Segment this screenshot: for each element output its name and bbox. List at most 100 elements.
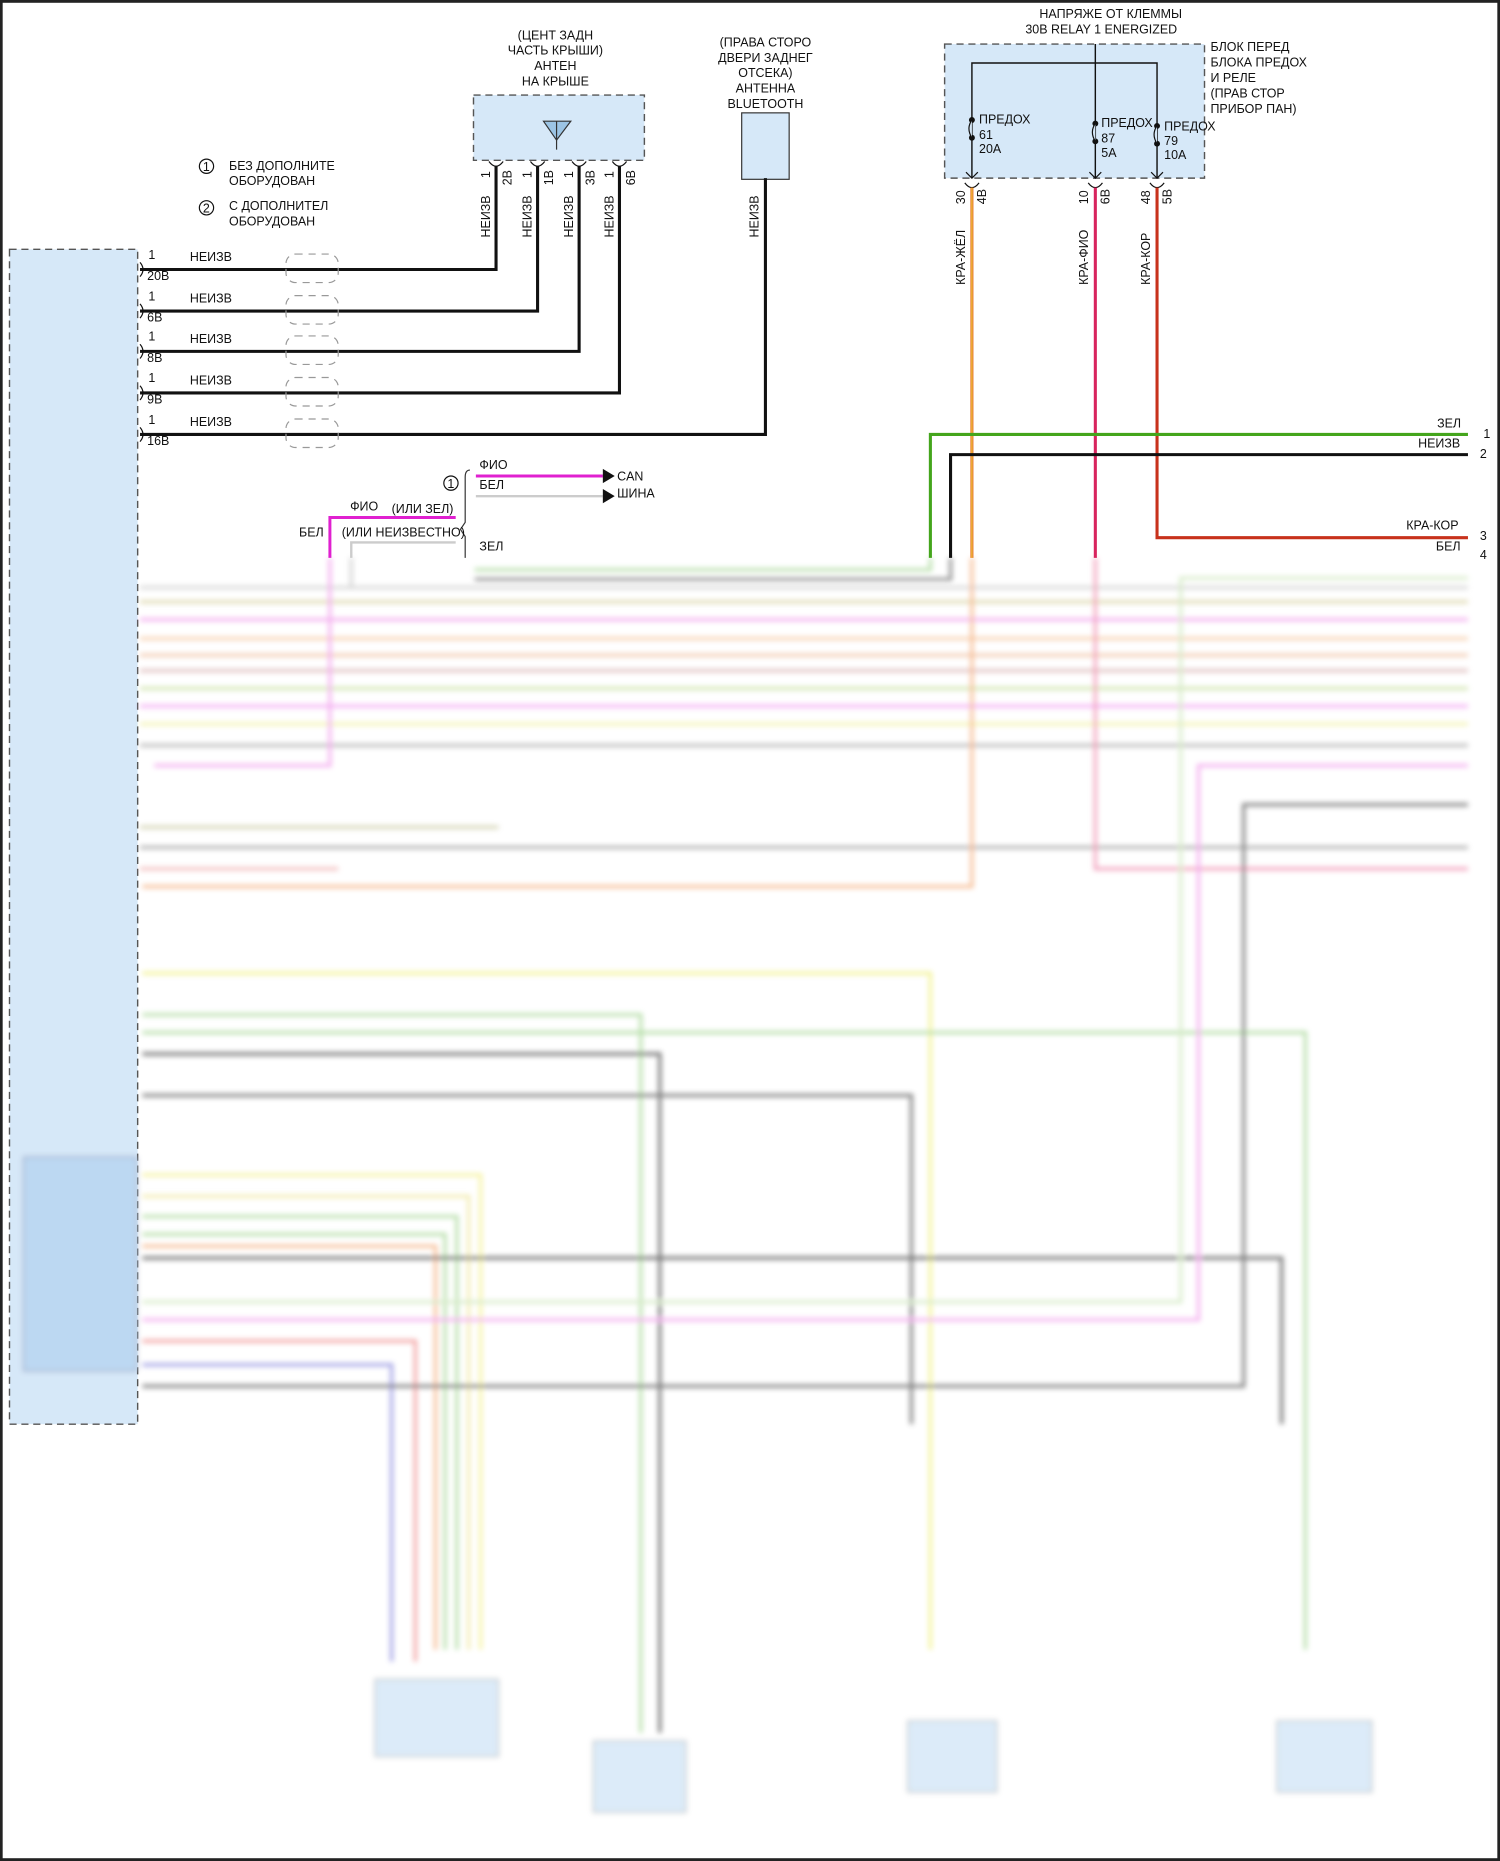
shield-icon <box>285 335 339 366</box>
blurred-wire[interactable] <box>142 1232 447 1650</box>
wire-label: БЕЛ <box>299 526 324 540</box>
blurred-wire[interactable] <box>142 803 1468 1388</box>
antenna-wire[interactable] <box>140 178 767 436</box>
component-title: ЧАСТЬ КРЫШИ) <box>508 44 603 58</box>
wire-label: НЕИЗВ <box>190 332 232 346</box>
bt-antenna-box[interactable] <box>741 112 790 180</box>
wire-label: НЕИЗВ <box>562 195 576 237</box>
wire-label: НЕИЗВ <box>190 374 232 388</box>
pin-connector: 3B <box>584 170 598 185</box>
blurred-wire[interactable] <box>142 1194 471 1650</box>
relay-block: НАПРЯЖЕ ОТ КЛЕММЫ 30B RELAY 1 ENERGIZED … <box>943 7 1308 179</box>
wire-label: НЕИЗВ <box>190 250 232 264</box>
wire-label: КРА-КОР <box>1406 518 1458 532</box>
component-title: БЛОКА ПРЕДОХ <box>1210 56 1307 70</box>
option-2-icon <box>198 200 215 216</box>
pin-connector: 1B <box>542 170 556 185</box>
blurred-wire[interactable] <box>154 557 332 768</box>
blurred-wire[interactable] <box>142 1013 643 1733</box>
blurred-wire[interactable] <box>142 1031 1307 1650</box>
wire-label: ФИО <box>479 458 507 472</box>
component-title: ОТСЕКА) <box>738 66 792 80</box>
blurred-wiring-section <box>23 557 1468 1813</box>
blurred-wire[interactable] <box>474 557 953 581</box>
option-1-icon <box>198 158 215 174</box>
connector-pin: 1 <box>1483 427 1490 441</box>
pin-cavity: 1 <box>603 171 617 178</box>
blurred-wire[interactable] <box>142 1052 662 1733</box>
component-title: BLUETOOTH <box>727 97 803 111</box>
can-bus: 1 ФИО БЕЛ CAN ШИНА ФИО (ИЛИ ЗЕЛ) БЕЛ (ИЛ… <box>299 458 655 558</box>
component-title: ПРИБОР ПАН) <box>1210 102 1296 116</box>
fused-wire-48[interactable] <box>1155 187 1468 540</box>
blurred-wire[interactable] <box>142 764 1468 1322</box>
component-box <box>374 1678 500 1758</box>
can-label: CAN <box>617 470 643 484</box>
legend: 1 БЕЗ ДОПОЛНИТЕ ОБОРУДОВАН 2 С ДОПОЛНИТЕ… <box>198 158 335 229</box>
fuse-number: 79 <box>1164 134 1178 148</box>
blurred-wire[interactable] <box>142 1363 394 1662</box>
blurred-wire[interactable] <box>142 576 1468 1304</box>
fuse-label: ПРЕДОХ <box>979 113 1031 127</box>
wire-label: КРА-КОР <box>1139 233 1153 285</box>
fuse-61: ПРЕДОХ 61 20A <box>968 113 1031 156</box>
blurred-wire[interactable] <box>142 1214 459 1650</box>
wire-note: (ИЛИ ЗЕЛ) <box>392 502 454 516</box>
component-title: (ПРАВ СТОР <box>1210 86 1284 100</box>
fuse-number: 61 <box>979 128 993 142</box>
fuse-rating: 20A <box>979 142 1002 156</box>
component-title: И РЕЛЕ <box>1210 71 1256 85</box>
connector-icon <box>488 161 504 167</box>
blurred-wire[interactable] <box>1093 557 1468 871</box>
wire-label: НЕИЗВ <box>479 195 493 237</box>
blurred-wire[interactable] <box>474 557 932 572</box>
antenna-wire[interactable] <box>140 166 498 272</box>
blurred-wire[interactable] <box>142 1339 417 1662</box>
shield-icon <box>285 295 339 325</box>
blurred-wire[interactable] <box>142 1256 1284 1425</box>
option-num: 1 <box>447 477 454 491</box>
blurred-wire[interactable] <box>142 557 974 889</box>
fuse-87: ПРЕДОХ 87 5A <box>1091 116 1153 160</box>
wire-label: ЗЕЛ <box>1437 416 1461 430</box>
legend-text: БЕЗ ДОПОЛНИТЕ <box>229 159 335 173</box>
bluetooth-antenna: (ПРАВА СТОРО ДВЕРИ ЗАДНЕГ ОТСЕКА) АНТЕНН… <box>718 35 813 237</box>
green-wire-1[interactable] <box>928 432 1468 558</box>
blurred-wire[interactable] <box>142 1244 438 1650</box>
fuse-79: ПРЕДОХ 79 10A <box>1153 120 1216 162</box>
connector-pin: 2 <box>1480 447 1487 461</box>
supply-label: НАПРЯЖЕ ОТ КЛЕММЫ <box>1039 7 1182 21</box>
antenna-wire[interactable] <box>140 166 622 395</box>
wire-label: КРА-ФИО <box>1077 229 1091 285</box>
blurred-wire[interactable] <box>142 971 932 1650</box>
roof-antenna: (ЦЕНТ ЗАДН ЧАСТЬ КРЫШИ) АНТЕН НА КРЫШЕ <box>472 28 646 162</box>
legend-num: 1 <box>203 160 210 174</box>
fuse-rating: 10A <box>1164 148 1187 162</box>
wire-label: НЕИЗВ <box>521 195 535 237</box>
antenna-icon <box>542 120 572 150</box>
arrow-icon <box>602 468 615 484</box>
wire-label: ФИО <box>350 499 378 513</box>
component-title: АНТЕННА <box>736 82 796 96</box>
wire-label: ЗЕЛ <box>479 540 503 554</box>
fuse-label: ПРЕДОХ <box>1101 116 1153 130</box>
black-wire-2[interactable] <box>949 453 1468 558</box>
antenna-wire[interactable] <box>140 166 540 313</box>
shield-icon <box>285 418 339 449</box>
blurred-wire[interactable] <box>142 1093 913 1425</box>
connector-pin: 3 <box>1480 529 1487 543</box>
blurred-wire[interactable] <box>142 1173 483 1650</box>
fuse-icon <box>1153 125 1158 145</box>
connector-icon <box>139 426 144 442</box>
pin-connector: 8B <box>147 351 162 365</box>
alt-can-low-wire <box>350 541 456 558</box>
legend-text: ОБОРУДОВАН <box>229 215 315 229</box>
pin-cavity: 1 <box>148 330 155 344</box>
pin-cavity: 1 <box>148 289 155 303</box>
relay-block-box[interactable] <box>943 43 1206 179</box>
pin-cavity: 1 <box>562 171 576 178</box>
component-title: (ПРАВА СТОРО <box>720 35 812 49</box>
pin-cavity: 1 <box>479 171 493 178</box>
